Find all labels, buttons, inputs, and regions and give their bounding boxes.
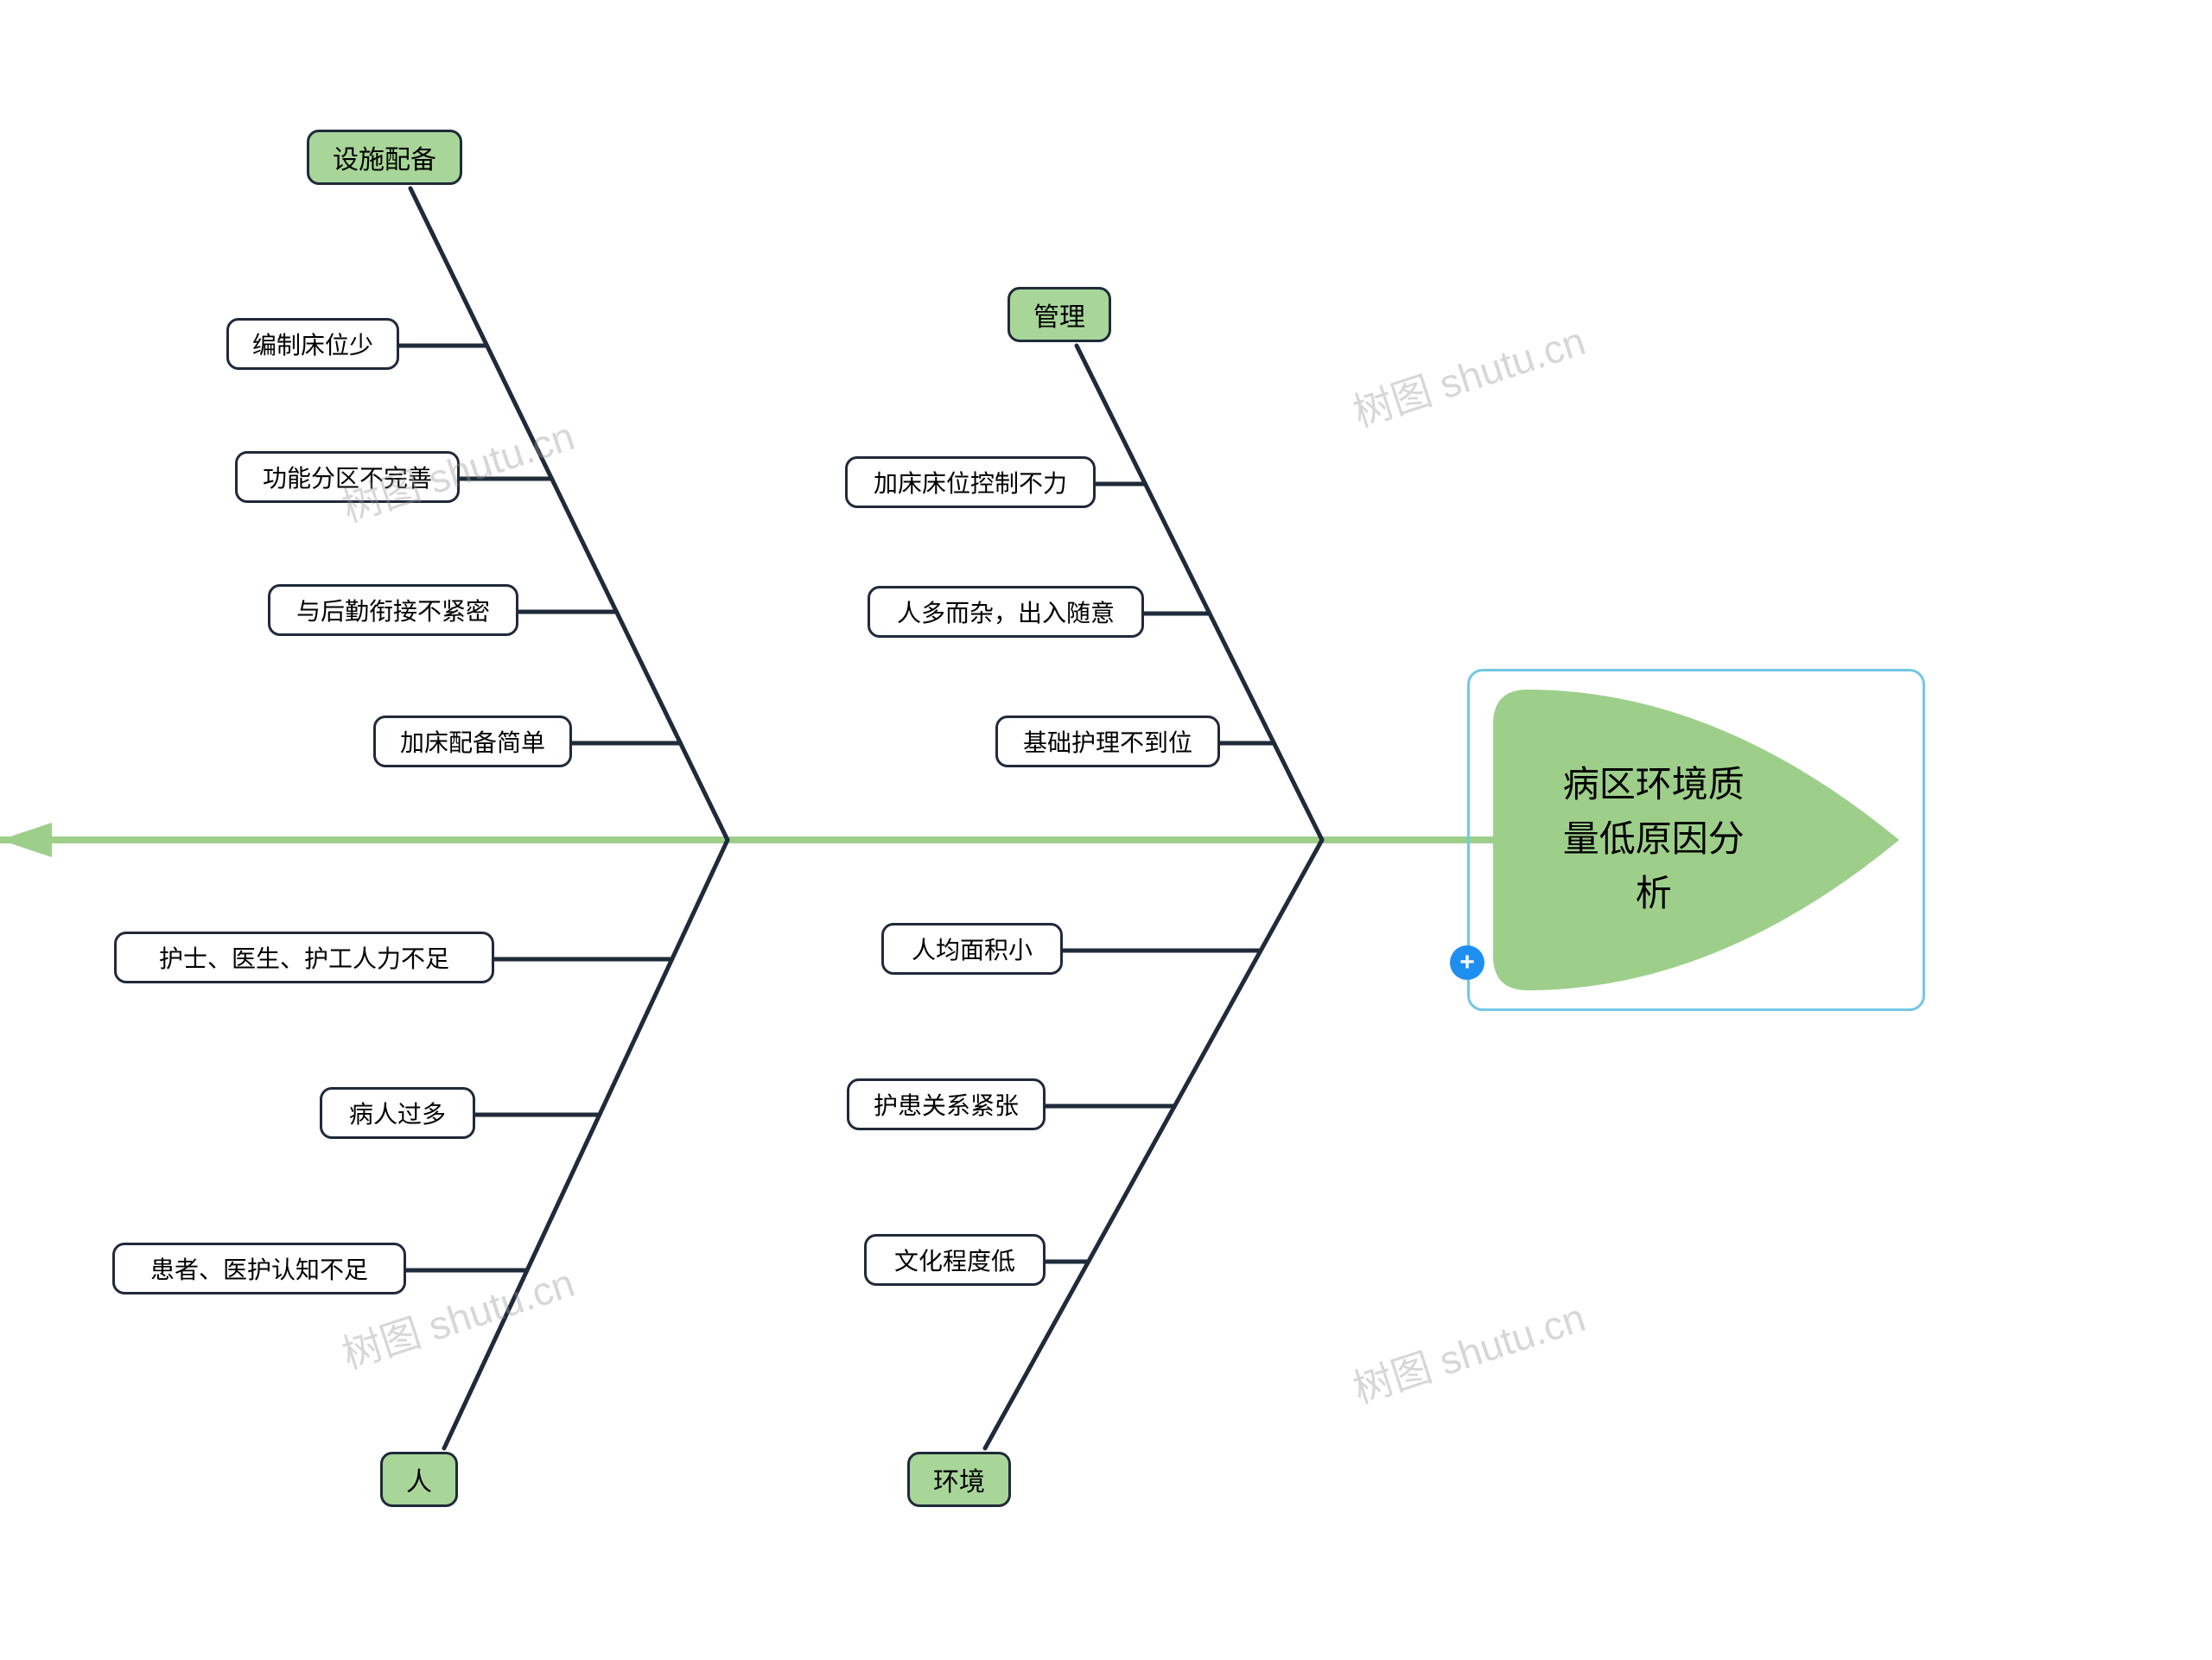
category-management[interactable]: 管理 — [1007, 287, 1111, 342]
leaf-environment-1[interactable]: 护患关系紧张 — [847, 1078, 1046, 1130]
add-node-button[interactable]: + — [1450, 945, 1484, 980]
leaf-people-2[interactable]: 患者、医护认知不足 — [112, 1243, 406, 1294]
category-facilities[interactable]: 设施配备 — [307, 130, 462, 185]
leaf-management-1[interactable]: 人多而杂，出入随意 — [868, 586, 1144, 638]
leaf-facilities-1[interactable]: 功能分区不完善 — [235, 451, 460, 503]
leaf-management-0[interactable]: 加床床位控制不力 — [845, 456, 1096, 508]
leaf-environment-0[interactable]: 人均面积小 — [881, 923, 1063, 975]
leaf-environment-2[interactable]: 文化程度低 — [864, 1234, 1046, 1286]
category-environment[interactable]: 环境 — [907, 1452, 1011, 1507]
leaf-facilities-2[interactable]: 与后勤衔接不紧密 — [268, 584, 518, 636]
leaf-people-0[interactable]: 护士、医生、护工人力不足 — [114, 932, 494, 983]
category-people[interactable]: 人 — [380, 1452, 458, 1507]
leaf-facilities-3[interactable]: 加床配备简单 — [373, 716, 572, 767]
leaf-facilities-0[interactable]: 编制床位少 — [226, 318, 399, 370]
leaf-people-1[interactable]: 病人过多 — [320, 1087, 475, 1139]
leaf-management-2[interactable]: 基础护理不到位 — [995, 716, 1220, 767]
head-title[interactable]: 病区环境质量低原因分析 — [1528, 757, 1779, 920]
